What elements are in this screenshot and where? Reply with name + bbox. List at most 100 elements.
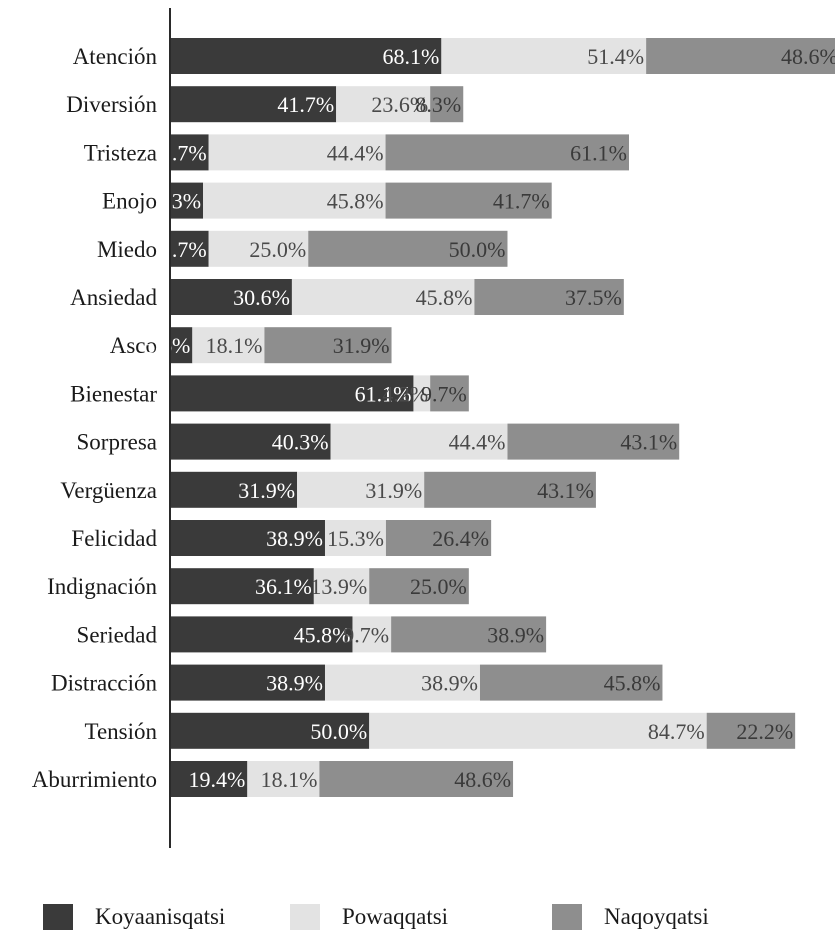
- value-label: 43.1%: [537, 478, 594, 503]
- bar-powaqqatsi-11: [313, 568, 370, 605]
- bar-powaqqatsi-10: [324, 520, 386, 556]
- category-label: Atención: [73, 44, 158, 69]
- category-label: Ansiedad: [70, 285, 157, 310]
- bar-powaqqatsi-9: [297, 471, 425, 508]
- value-label: 30.6%: [233, 285, 290, 310]
- bar-naqoyqatsi-12: [391, 616, 547, 653]
- category-label: Distracción: [51, 671, 158, 696]
- bar-koyaanisqatsi-8: [170, 423, 331, 460]
- bar-naqoyqatsi-10: [385, 520, 492, 556]
- bar-naqoyqatsi-1: [430, 86, 464, 123]
- value-label: 36.1%: [255, 574, 312, 599]
- value-label: 31.9%: [238, 478, 295, 503]
- bar-koyaanisqatsi-1: [170, 86, 337, 123]
- value-label: 41.7%: [493, 189, 550, 214]
- category-label: Tensión: [85, 719, 158, 744]
- bar-koyaanisqatsi-5: [170, 279, 292, 315]
- legend-label-naqoyqatsi: Naqoyqatsi: [604, 904, 709, 929]
- bar-naqoyqatsi-5: [474, 279, 624, 315]
- bar-koyaanisqatsi-9: [170, 471, 298, 508]
- value-label: 44.4%: [327, 140, 384, 165]
- value-label: 4.2%: [382, 381, 428, 406]
- bar-powaqqatsi-8: [330, 423, 508, 460]
- bar-naqoyqatsi-8: [507, 423, 680, 460]
- value-label: 41.7%: [277, 92, 334, 117]
- legend-swatch-naqoyqatsi: [552, 904, 582, 930]
- bar-naqoyqatsi-11: [369, 568, 469, 605]
- value-label: 26.4%: [432, 526, 489, 551]
- bar-naqoyqatsi-4: [308, 230, 508, 267]
- value-label: 18.1%: [206, 333, 263, 358]
- value-label: 15.3%: [327, 526, 384, 551]
- value-label: 44.4%: [449, 430, 506, 455]
- bar-koyaanisqatsi-3: [170, 182, 204, 219]
- bar-naqoyqatsi-0: [646, 38, 835, 74]
- value-label: 84.7%: [648, 719, 705, 744]
- bar-koyaanisqatsi-6: [170, 327, 193, 364]
- bars-group: [170, 38, 835, 797]
- category-label: Vergüenza: [60, 478, 157, 503]
- bar-koyaanisqatsi-7: [170, 375, 414, 412]
- value-label: 18.1%: [261, 767, 318, 792]
- value-label: 50.0%: [449, 237, 506, 262]
- bar-powaqqatsi-14: [369, 712, 707, 749]
- bar-powaqqatsi-12: [352, 616, 392, 653]
- value-label: 9.7%: [343, 622, 389, 647]
- bar-naqoyqatsi-15: [319, 761, 514, 797]
- value-label: 48.6%: [781, 44, 835, 69]
- bar-koyaanisqatsi-14: [170, 712, 370, 749]
- bar-powaqqatsi-5: [291, 279, 475, 315]
- bar-naqoyqatsi-2: [385, 134, 629, 171]
- legend-swatch-powaqqatsi: [290, 904, 320, 930]
- value-label: 9.7%: [161, 140, 207, 165]
- value-label: 50.0%: [310, 719, 367, 744]
- value-label: 51.4%: [587, 44, 644, 69]
- value-label: 48.6%: [454, 767, 511, 792]
- legend-label-powaqqatsi: Powaqqatsi: [342, 904, 448, 929]
- value-label: 9.7%: [421, 381, 467, 406]
- bar-koyaanisqatsi-15: [170, 761, 248, 797]
- bar-powaqqatsi-0: [441, 38, 647, 74]
- legend-swatch-koyaanisqatsi: [43, 904, 73, 930]
- bar-koyaanisqatsi-11: [170, 568, 314, 605]
- value-label: 25.0%: [249, 237, 306, 262]
- category-label: Miedo: [97, 237, 157, 262]
- value-label: 40.3%: [272, 430, 329, 455]
- value-label: 38.9%: [266, 671, 323, 696]
- value-label: 13.9%: [310, 574, 367, 599]
- bar-koyaanisqatsi-2: [170, 134, 209, 171]
- bar-powaqqatsi-3: [203, 182, 386, 219]
- category-labels: Atención Diversión Tristeza Enojo Miedo Ansie…: [32, 44, 158, 792]
- category-label: Sorpresa: [77, 430, 157, 455]
- value-label: 25.0%: [410, 574, 467, 599]
- category-label: Tristeza: [84, 140, 157, 165]
- bar-naqoyqatsi-14: [706, 712, 796, 749]
- value-label: 22.2%: [736, 719, 793, 744]
- bar-powaqqatsi-6: [192, 327, 265, 364]
- value-label: 61.1%: [570, 140, 627, 165]
- value-label: 45.8%: [604, 671, 661, 696]
- legend: Koyaanisqatsi Powaqqatsi Naqoyqatsi: [43, 904, 709, 930]
- category-label: Enojo: [102, 189, 157, 214]
- value-label: 8.3%: [155, 189, 201, 214]
- bar-powaqqatsi-7: [413, 375, 431, 412]
- bar-naqoyqatsi-7: [430, 375, 469, 412]
- bar-powaqqatsi-2: [208, 134, 386, 171]
- value-labels: 68.1% 51.4% 48.6%41.7% 23.6%8.3%9.7% 44.4% 61…: [144, 44, 835, 792]
- value-label: 8.3%: [415, 92, 461, 117]
- category-label: Asco: [110, 333, 157, 358]
- value-label: 45.8%: [327, 189, 384, 214]
- value-label: 61.1%: [355, 381, 412, 406]
- bar-powaqqatsi-15: [247, 761, 320, 797]
- category-label: Aburrimiento: [32, 767, 157, 792]
- bar-powaqqatsi-4: [208, 230, 309, 267]
- value-label: 38.9%: [487, 622, 544, 647]
- value-label: 45.8%: [294, 622, 351, 647]
- category-label: Indignación: [47, 574, 157, 599]
- bar-naqoyqatsi-13: [479, 664, 663, 701]
- bar-naqoyqatsi-3: [385, 182, 552, 219]
- value-label: 38.9%: [266, 526, 323, 551]
- bar-koyaanisqatsi-10: [170, 520, 325, 556]
- bar-koyaanisqatsi-12: [170, 616, 353, 653]
